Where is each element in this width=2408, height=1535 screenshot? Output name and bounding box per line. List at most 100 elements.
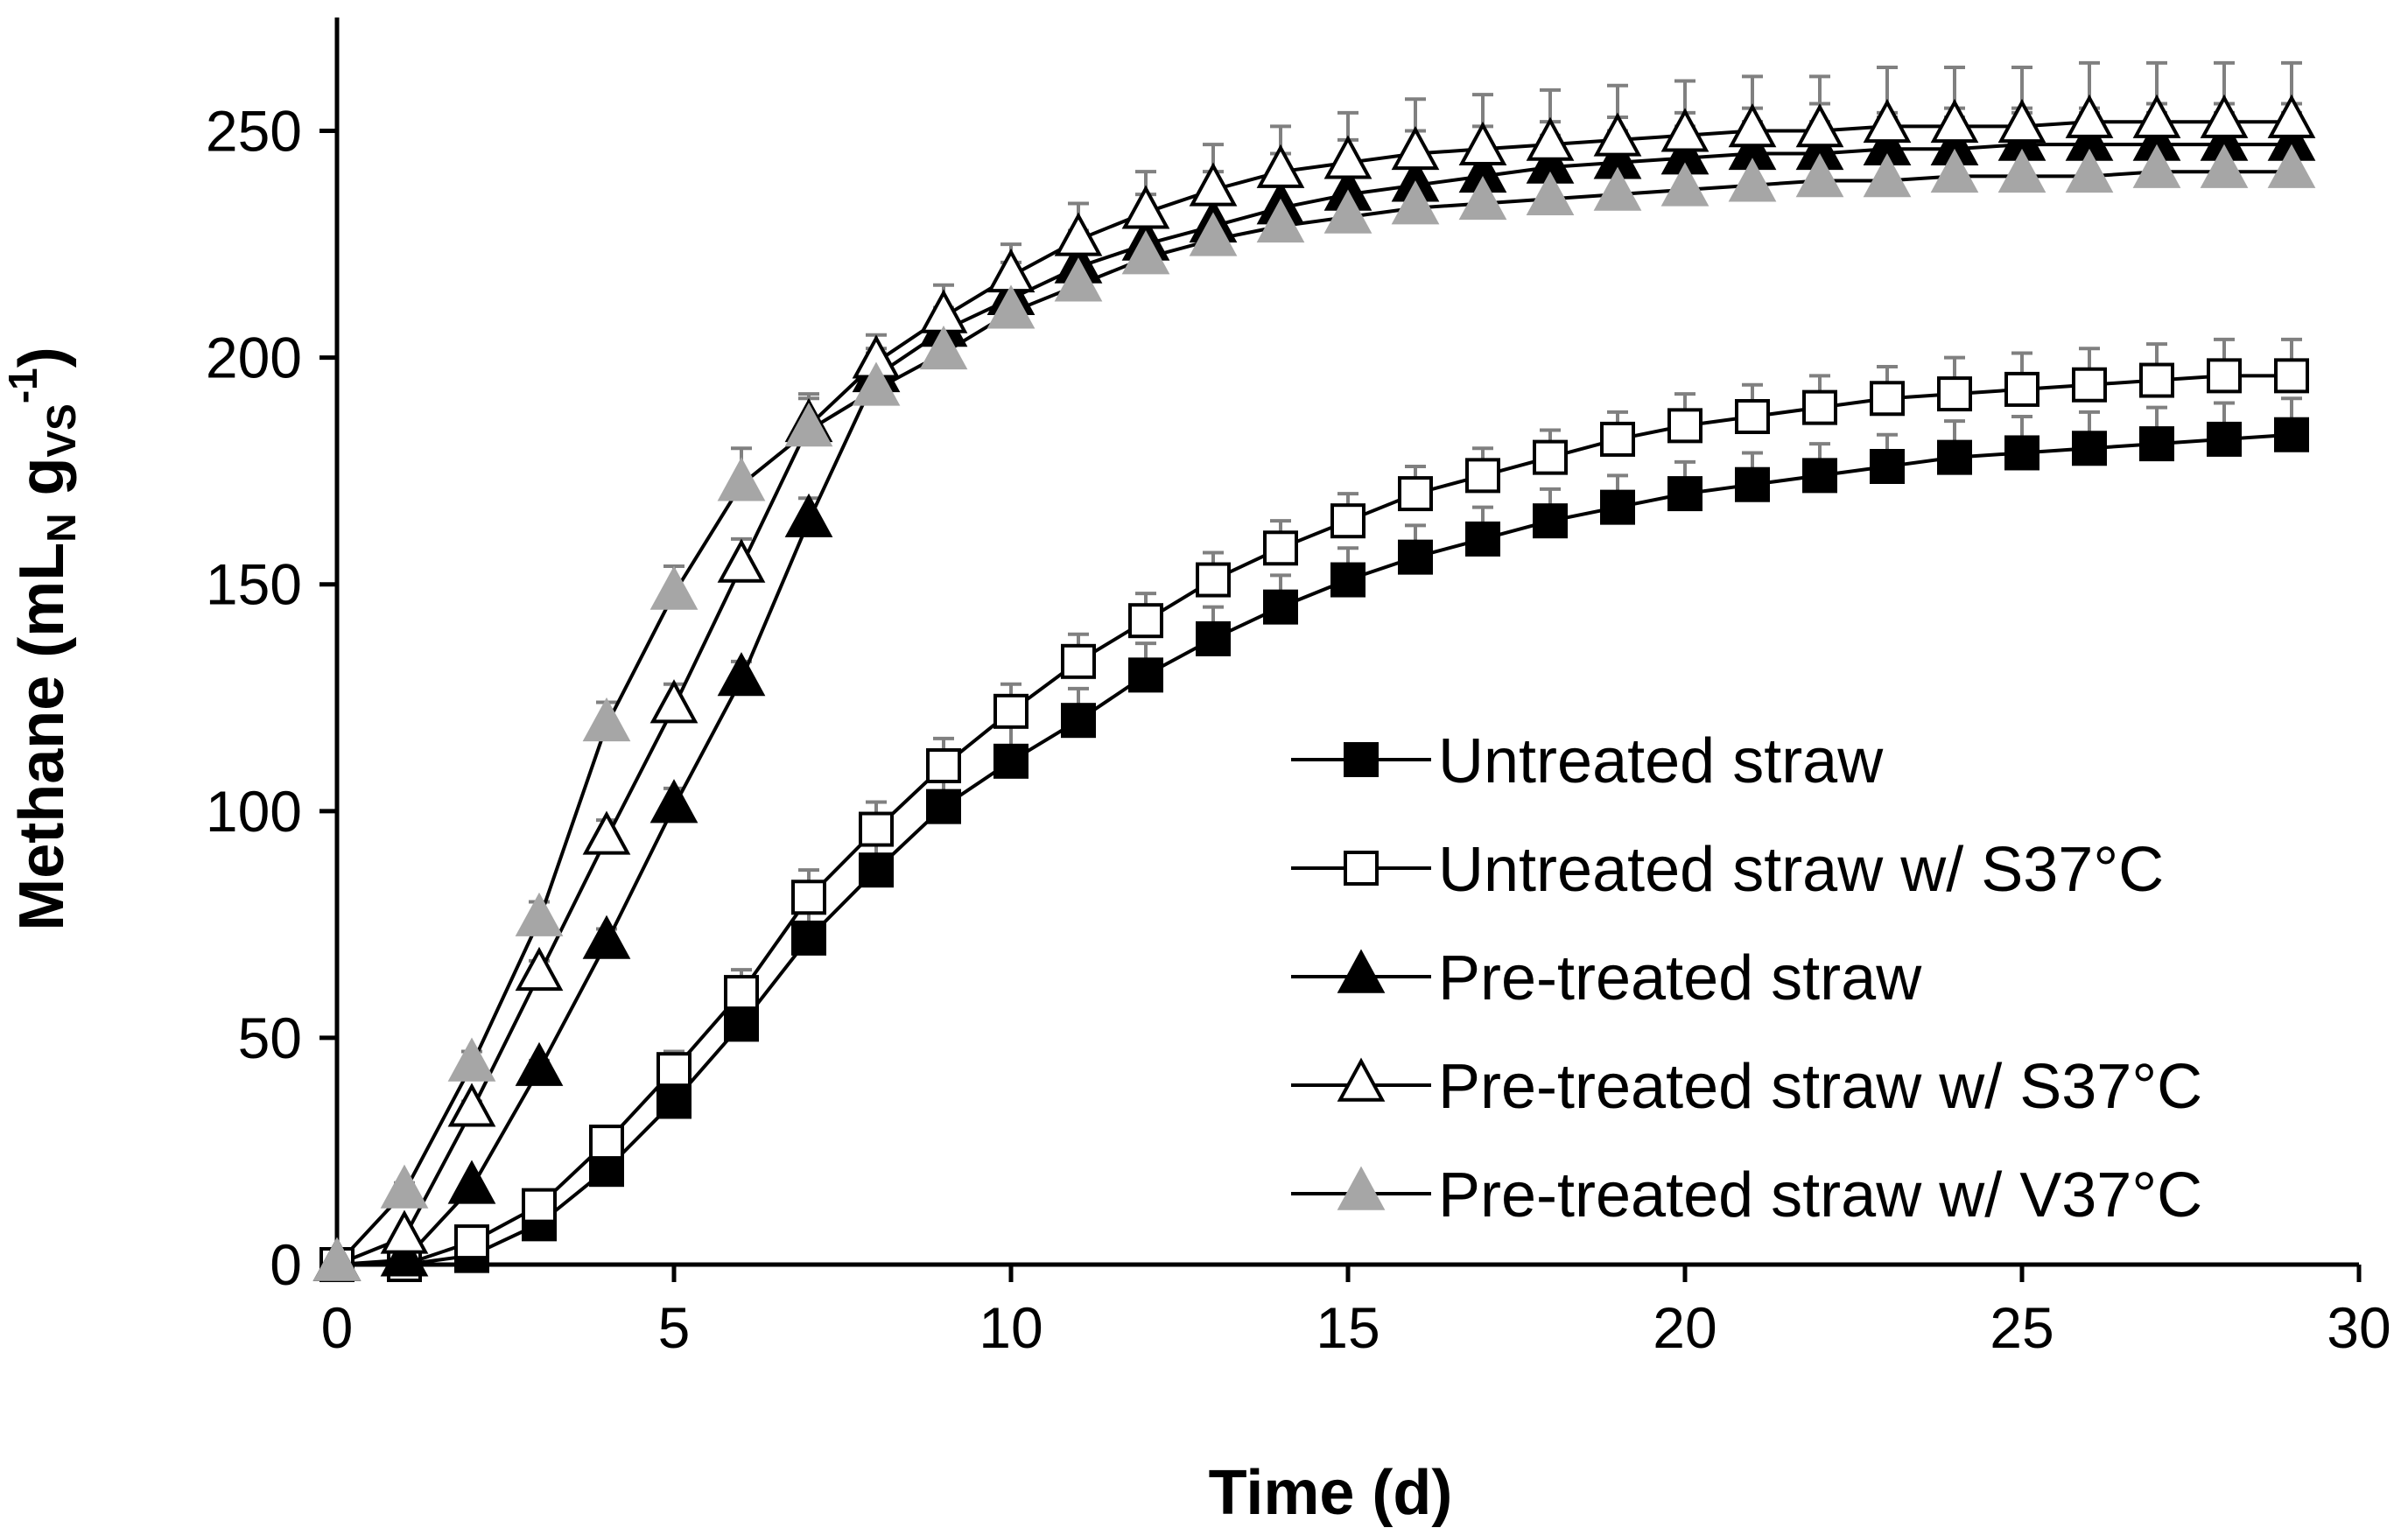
series-5-point xyxy=(717,457,766,501)
series-1-point xyxy=(1128,657,1163,693)
series-5-point xyxy=(1930,148,1979,193)
series-5-point xyxy=(2065,148,2114,193)
series-1-point xyxy=(656,1083,692,1119)
x-tick-label: 30 xyxy=(2327,1295,2390,1360)
series-1-point xyxy=(859,852,894,888)
series-1-point xyxy=(1398,539,1433,575)
legend-marker-5 xyxy=(1337,1166,1386,1210)
series-2-point xyxy=(2004,371,2039,407)
series-4-point xyxy=(2132,94,2181,138)
series-2-point xyxy=(791,880,826,915)
series-5-point xyxy=(515,892,564,936)
y-axis-title-mid: g xyxy=(7,458,77,514)
series-1-point xyxy=(2004,435,2039,471)
series-2-point xyxy=(589,1125,624,1160)
series-4-point xyxy=(380,1209,429,1254)
series-1-point xyxy=(1330,562,1365,598)
series-2-point xyxy=(1465,458,1500,494)
series-2-point xyxy=(1937,376,1972,412)
series-1-point xyxy=(993,743,1028,779)
series-5-point xyxy=(1660,162,1709,207)
series-5-point xyxy=(1458,175,1507,221)
series-2-line xyxy=(337,374,2292,1266)
series-4-point xyxy=(1256,144,1305,188)
legend-label-3: Pre-treated straw xyxy=(1438,943,1922,1013)
series-3-point xyxy=(582,915,631,959)
series-4-point xyxy=(1189,162,1238,207)
series-1-point xyxy=(2139,426,2174,462)
series-4-point xyxy=(1054,212,1103,256)
series-5-point xyxy=(1391,180,1440,225)
y-tick-label: 250 xyxy=(206,99,302,164)
series-2-point xyxy=(2274,358,2309,394)
series-1-point xyxy=(1870,449,1905,484)
series-4-point xyxy=(717,538,766,583)
series-5-point xyxy=(852,361,901,406)
series-5-point xyxy=(986,284,1036,329)
series-2-point xyxy=(926,748,961,783)
legend-label-1: Untreated straw xyxy=(1438,726,1884,796)
x-axis-title: Time (d) xyxy=(1209,1458,1453,1528)
x-tick-label: 20 xyxy=(1653,1295,1716,1360)
y-axis-title-sub1: N xyxy=(39,513,84,542)
y-tick-label: 200 xyxy=(206,326,302,390)
series-2-point xyxy=(1667,408,1702,444)
y-tick-label: 150 xyxy=(206,552,302,617)
y-tick-label: 0 xyxy=(270,1232,302,1297)
series-2-point xyxy=(656,1052,692,1088)
series-2-point xyxy=(2139,362,2174,398)
x-tick-label: 0 xyxy=(321,1295,354,1360)
axes xyxy=(319,18,2362,1282)
series-2-point xyxy=(724,975,759,1011)
series-5-point xyxy=(1256,198,1305,243)
series-2-point xyxy=(993,693,1028,729)
series-1-point xyxy=(1667,476,1702,512)
series-5-point xyxy=(1323,189,1372,234)
series-2-point xyxy=(1735,399,1770,434)
series-4-point xyxy=(2065,94,2114,138)
series-1-point xyxy=(926,789,961,824)
series-1-point xyxy=(1465,521,1500,557)
series-2-point xyxy=(1398,476,1433,512)
series-2-point xyxy=(1533,439,1568,475)
legend-marker-3 xyxy=(1337,949,1386,993)
series-4-point xyxy=(1593,112,1642,157)
series-4-point xyxy=(649,679,699,724)
series-2-point xyxy=(1128,603,1163,639)
series-4-point xyxy=(2200,94,2249,138)
series-5-point xyxy=(919,325,968,370)
legend-marker-1 xyxy=(1344,742,1379,777)
legend-label-5: Pre-treated straw w/ V37°C xyxy=(1438,1160,2202,1230)
series-4-point xyxy=(582,810,631,855)
series-1-point xyxy=(1263,589,1298,625)
series-1-point xyxy=(1196,620,1231,656)
series-5-point xyxy=(447,1037,496,1082)
series-5-point xyxy=(649,565,699,610)
series-2-point xyxy=(1061,643,1096,679)
series-3-point xyxy=(717,652,766,697)
series-5-point xyxy=(1121,230,1170,275)
y-axis-title-suffix: ) xyxy=(7,347,77,368)
series-1-point xyxy=(1600,489,1635,525)
y-axis-title-sup: -1 xyxy=(0,368,46,403)
series-1-point xyxy=(1802,458,1837,494)
y-axis-title-sub2: VS xyxy=(39,403,84,457)
series-2-point xyxy=(2072,367,2107,403)
legend: Untreated straw Untreated straw w/ S37°C P… xyxy=(1291,726,2202,1230)
series-5-point xyxy=(784,403,833,447)
series-5-point xyxy=(1997,148,2046,193)
legend-marker-2 xyxy=(1344,851,1379,886)
series-2-point xyxy=(454,1224,489,1260)
series-1-point xyxy=(1735,466,1770,502)
series-4-point xyxy=(2267,94,2316,138)
series-2-point xyxy=(1870,381,1905,417)
series-1-point xyxy=(2072,431,2107,466)
legend-marker-4 xyxy=(1337,1057,1386,1102)
legend-label-2: Untreated straw w/ S37°C xyxy=(1438,835,2164,905)
series-2-point xyxy=(1330,503,1365,539)
series-3-point xyxy=(380,1232,429,1277)
series-4-point xyxy=(447,1083,496,1127)
x-tick-label: 15 xyxy=(1316,1295,1380,1360)
series-1-point xyxy=(1937,439,1972,475)
